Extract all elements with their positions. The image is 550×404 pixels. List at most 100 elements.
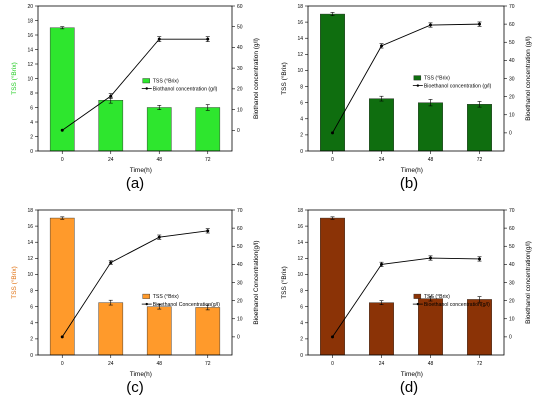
x-tick-label: 0 [331, 157, 334, 163]
y-left-tick-label: 6 [300, 100, 303, 106]
x-tick-label: 72 [205, 157, 211, 163]
y-right-tick-label: 50 [237, 244, 243, 250]
bar [195, 107, 221, 152]
y-left-tick-label: 6 [300, 304, 303, 310]
y-left-tick-label: 12 [27, 256, 33, 262]
y-left-tick-label: 14 [297, 240, 303, 246]
y-left-tick-label: 16 [27, 224, 33, 230]
y-right-tick-label: 30 [509, 76, 515, 82]
legend-label-line: Bioethanol concentration (g/l) [424, 84, 492, 90]
bar [369, 302, 394, 356]
line-series [332, 23, 480, 134]
y-right-tick-label: 60 [509, 226, 515, 232]
legend-label-bar: TSS (°Brix) [424, 76, 450, 82]
bar [98, 302, 124, 356]
x-tick-label: 48 [156, 361, 162, 367]
bar [320, 13, 345, 152]
legend-swatch-marker [416, 84, 420, 87]
y-right-tick-label: 0 [237, 128, 240, 134]
y-left-tick-label: 4 [300, 117, 303, 123]
panel-label: (d) [400, 379, 418, 396]
y-right-tick-label: 20 [509, 94, 515, 100]
y-right-tick-label: 50 [509, 244, 515, 250]
x-tick-label: 72 [477, 157, 483, 163]
line-point [380, 262, 383, 266]
legend-label-line: Bioethanol Concentration(g/l) [153, 302, 220, 308]
line-point [206, 229, 210, 233]
y-left-tick-label: 18 [297, 208, 303, 214]
y-left-tick-label: 12 [27, 62, 33, 68]
line-point [380, 44, 383, 48]
legend-label-bar: TSS (°Brix) [424, 294, 450, 300]
y-right-tick-label: 40 [237, 45, 243, 51]
line-point [478, 22, 481, 26]
y-right-tick-label: 10 [509, 113, 515, 119]
bar [195, 307, 221, 356]
y-left-tick-label: 16 [27, 33, 33, 39]
y-right-tick-label: 40 [237, 262, 243, 268]
line-series [61, 38, 208, 131]
legend-swatch-bar [413, 75, 422, 81]
y-left-tick-label: 10 [297, 272, 303, 278]
y-right-tick-label: 20 [237, 87, 243, 93]
y-right-axis-label: Bioethanol concentration(g/l) [525, 241, 532, 324]
y-right-tick-label: 30 [509, 280, 515, 286]
line-point [157, 235, 161, 239]
y-right-tick-label: 60 [237, 4, 243, 10]
x-tick-label: 24 [108, 157, 114, 163]
y-left-axis-label: TSS (°Brix) [280, 266, 288, 299]
line-point [331, 335, 334, 339]
line-point [331, 131, 334, 135]
x-axis-label: Time(h) [401, 371, 423, 378]
bar [467, 104, 492, 152]
y-right-tick-label: 50 [237, 25, 243, 31]
y-left-tick-label: 2 [30, 337, 33, 343]
line-point [429, 23, 432, 27]
x-axis-label: Time(h) [401, 167, 423, 174]
legend-label-bar: TSS (°Brix) [153, 294, 179, 300]
legend-swatch-bar [142, 78, 150, 84]
bar [98, 100, 124, 152]
y-left-tick-label: 0 [30, 353, 33, 359]
y-left-tick-label: 2 [300, 337, 303, 343]
y-left-tick-label: 14 [27, 240, 33, 246]
y-left-tick-label: 8 [30, 91, 33, 97]
x-tick-label: 0 [61, 361, 64, 367]
legend-label-line: Bioethanol concentration(g/l) [424, 302, 490, 308]
line-point [60, 128, 64, 132]
bar [146, 107, 172, 152]
legend-swatch-marker [145, 87, 148, 90]
x-tick-label: 0 [331, 361, 334, 367]
line-point [478, 257, 481, 261]
line-point [109, 94, 113, 98]
legend-label-bar: TSS (°Brix) [153, 79, 179, 85]
y-right-tick-label: 0 [509, 335, 512, 341]
x-tick-label: 24 [379, 361, 385, 367]
y-left-tick-label: 6 [30, 304, 33, 310]
y-right-tick-label: 30 [237, 280, 243, 286]
legend-label-line: Biothanol concentration (g/l) [153, 87, 218, 93]
line-point [157, 37, 161, 41]
y-right-axis-label: Biothanol concentration (g/l) [253, 38, 260, 119]
y-left-tick-label: 18 [27, 208, 33, 214]
y-left-axis-label: TSS (°Brix) [280, 62, 288, 95]
panel-label: (c) [126, 379, 144, 396]
y-left-tick-label: 20 [27, 4, 33, 10]
y-right-tick-label: 50 [509, 40, 515, 46]
x-axis-label: Time(h) [130, 371, 152, 378]
legend-swatch-bar [413, 293, 422, 299]
y-left-tick-label: 0 [300, 149, 303, 155]
y-left-tick-label: 12 [297, 256, 303, 262]
y-left-axis-label: TSS (°Brix) [10, 266, 18, 299]
y-right-tick-label: 70 [509, 208, 515, 214]
y-right-tick-label: 60 [237, 226, 243, 232]
y-right-tick-label: 60 [509, 22, 515, 28]
y-right-tick-label: 70 [509, 4, 515, 10]
x-tick-label: 72 [477, 361, 483, 367]
y-left-tick-label: 14 [297, 36, 303, 42]
y-left-tick-label: 16 [297, 224, 303, 230]
y-left-tick-label: 18 [297, 4, 303, 10]
